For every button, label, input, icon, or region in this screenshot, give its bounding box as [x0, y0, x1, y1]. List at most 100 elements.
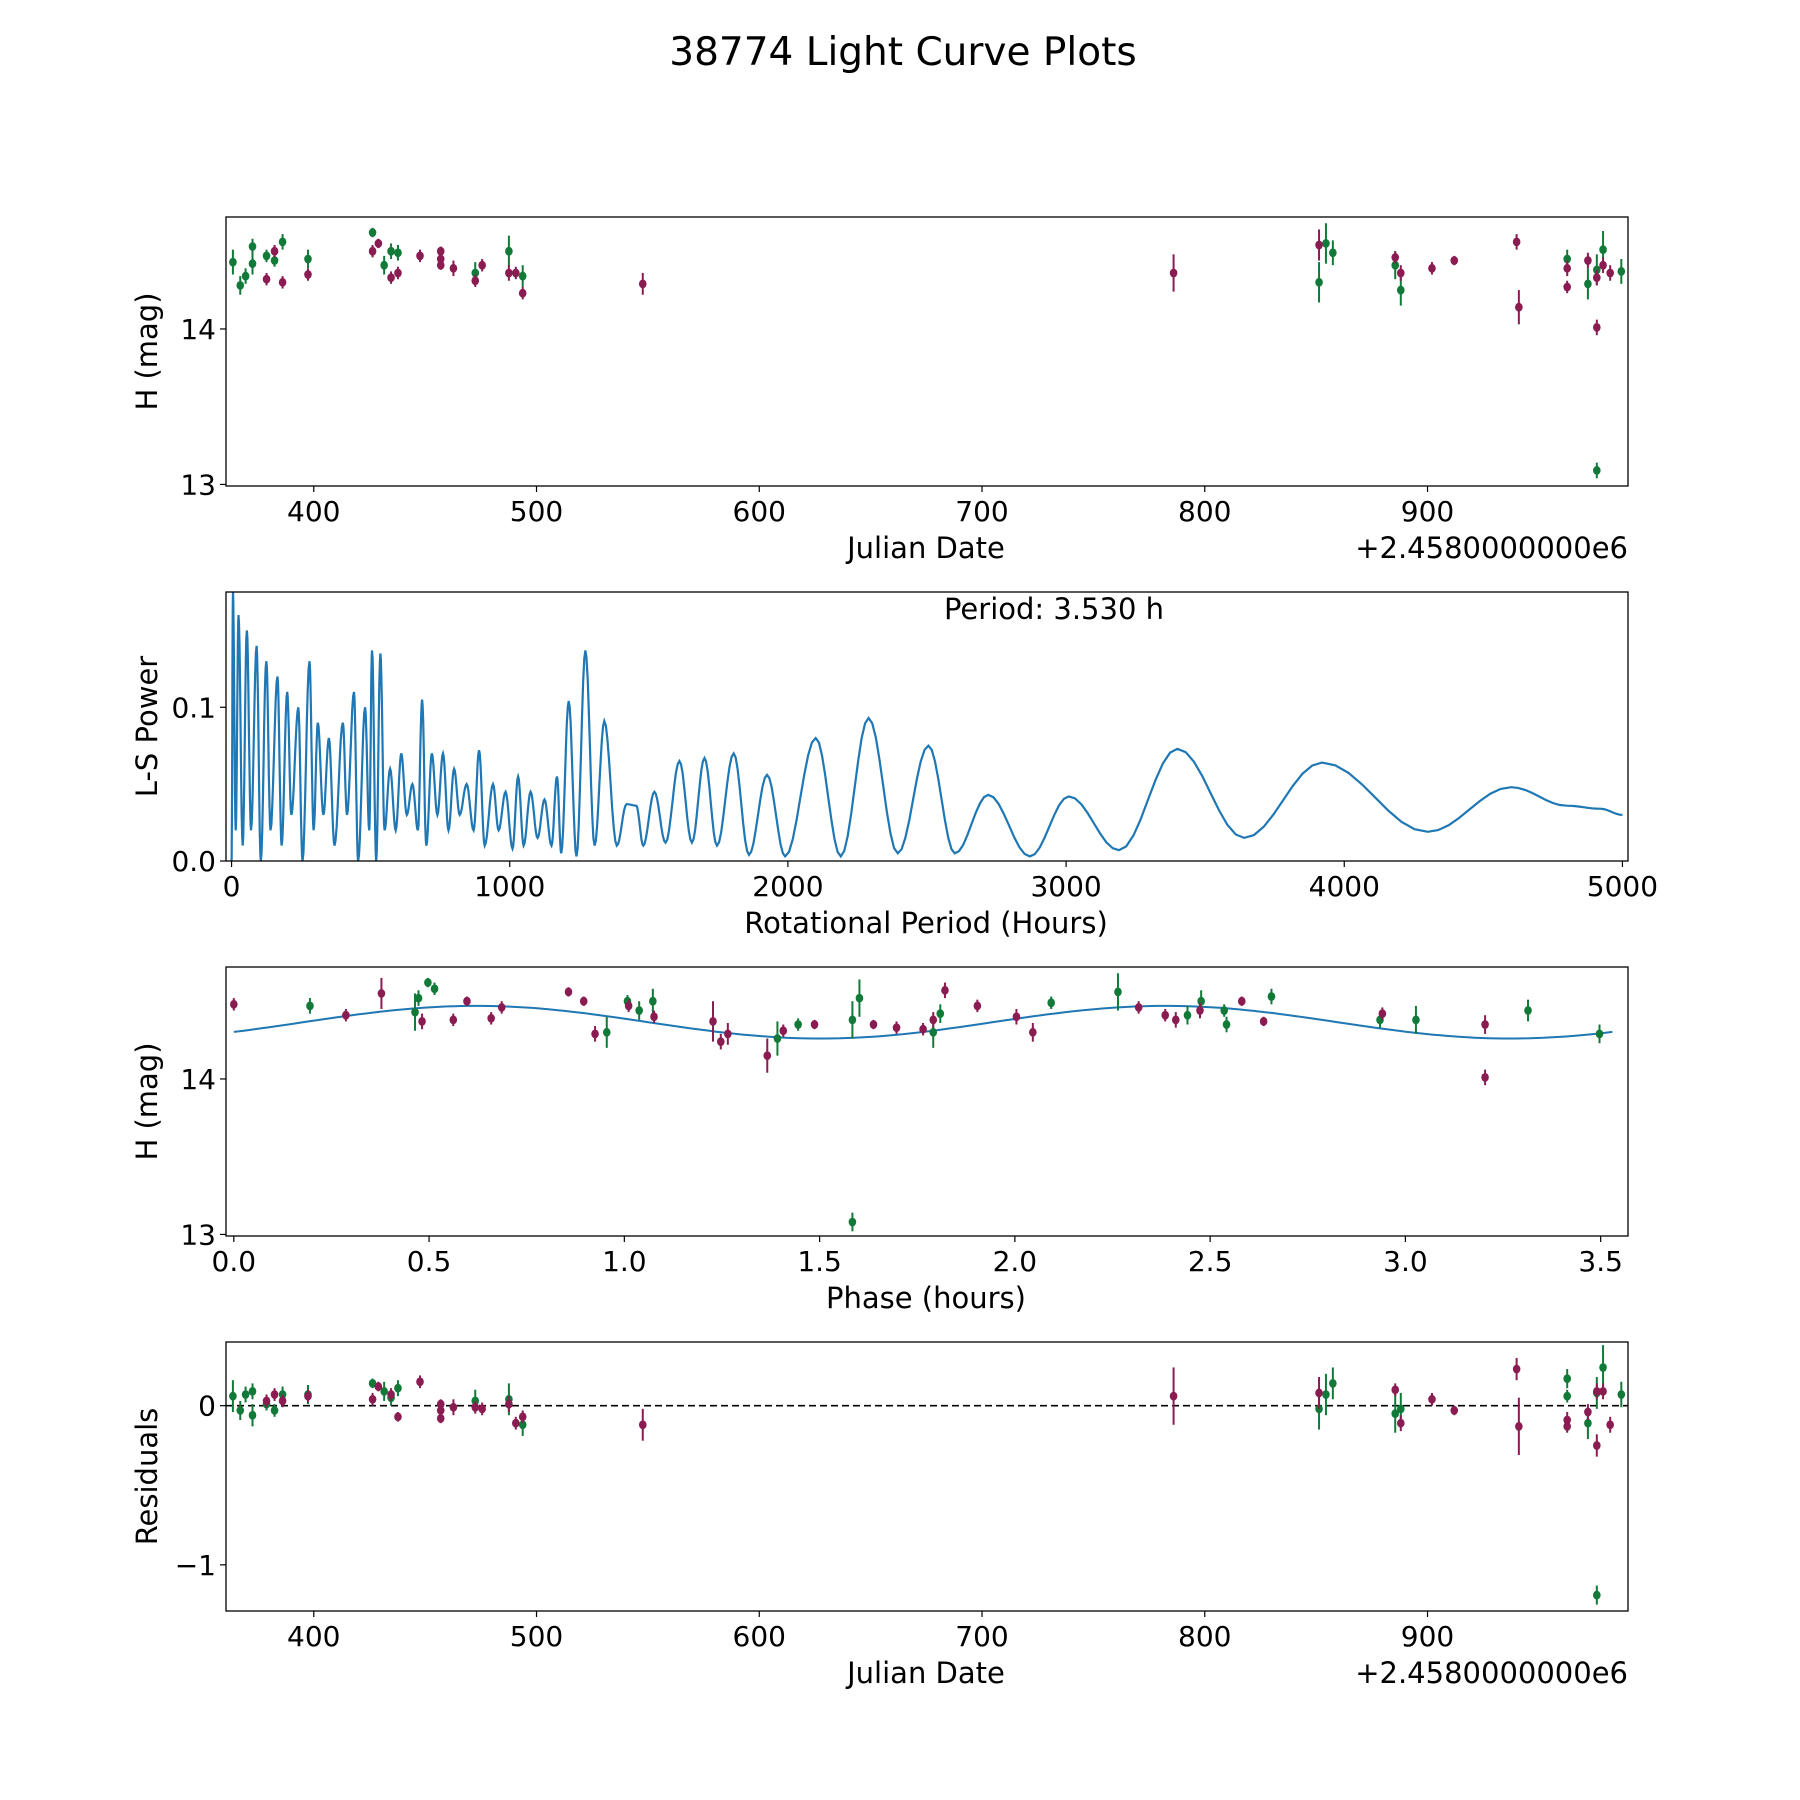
green-data-point [368, 228, 377, 237]
y-tick-label: 0 [198, 1390, 216, 1423]
axes-frame [225, 216, 1629, 487]
magenta-data-point [1606, 268, 1614, 278]
magenta-data-point [497, 1003, 506, 1012]
magenta-data-point [1428, 1394, 1436, 1404]
green-data-point [1197, 996, 1205, 1006]
magenta-data-point [270, 246, 279, 256]
magenta-data-point [1515, 1421, 1523, 1431]
x-tick-label: 700 [955, 1620, 1008, 1653]
magenta-data-point [763, 1051, 772, 1061]
magenta-data-point [449, 1015, 458, 1025]
x-tick-label: 400 [287, 1620, 340, 1653]
magenta-data-point [1593, 322, 1601, 332]
magenta-data-point [436, 260, 445, 270]
green-data-point [1220, 1006, 1228, 1015]
green-data-point [414, 993, 423, 1003]
magenta-data-point [387, 273, 395, 283]
periodogram-plot-area [230, 592, 1623, 861]
green-data-point [270, 256, 279, 265]
green-data-point [387, 246, 395, 256]
green-data-point [229, 257, 237, 267]
y-tick-label: 0.1 [171, 691, 216, 724]
magenta-data-point [1515, 302, 1523, 312]
green-data-point [248, 1410, 257, 1420]
magenta-data-point [1169, 1391, 1178, 1401]
x-tick-label: 600 [733, 1620, 786, 1653]
y-tick-label: −1 [175, 1549, 216, 1582]
magenta-data-point [512, 268, 520, 278]
magenta-data-point [368, 1394, 377, 1404]
magenta-data-point [1171, 1015, 1180, 1025]
y-axis-label: Residuals [130, 1408, 164, 1546]
green-data-point [270, 1406, 279, 1415]
magenta-data-point [1450, 256, 1459, 265]
magenta-data-point [1012, 1012, 1021, 1022]
magenta-data-point [929, 1015, 938, 1025]
x-axis-label: Julian Date [845, 531, 1005, 565]
green-data-point [518, 1420, 527, 1430]
green-data-point [1593, 1590, 1601, 1600]
magenta-data-point [1315, 1388, 1323, 1398]
magenta-data-point [1134, 1003, 1143, 1012]
green-data-point [1322, 239, 1330, 248]
magenta-data-point [650, 1012, 658, 1022]
magenta-data-point [1593, 1441, 1601, 1450]
x-tick-label: 3000 [1030, 870, 1101, 903]
green-data-point [229, 1391, 237, 1401]
y-tick-label: 14 [180, 1063, 216, 1096]
magenta-data-point [779, 1026, 788, 1036]
magenta-data-point [518, 1412, 527, 1422]
x-offset-label: +2.4580000000e6 [1355, 531, 1628, 565]
x-tick-label: 0 [223, 870, 241, 903]
green-data-point [848, 1217, 857, 1227]
x-tick-label: 4000 [1309, 870, 1380, 903]
magenta-data-point [1599, 1386, 1607, 1396]
y-tick-label: 13 [180, 468, 216, 501]
magenta-data-point [518, 288, 527, 298]
magenta-data-point [564, 987, 573, 997]
magenta-data-point [1428, 263, 1436, 273]
phased-light-curve-panel: 0.0 0.5 1.0 1.5 2.0 2.5 3.0 3.5 13 14 Phase (hours… [130, 966, 1629, 1315]
magenta-data-point [416, 251, 424, 261]
magenta-data-point [717, 1037, 725, 1047]
magenta-data-point [1584, 1407, 1592, 1417]
magenta-data-point [342, 1010, 350, 1020]
green-data-point [380, 1386, 388, 1396]
y-axis-label: H (mag) [130, 292, 164, 410]
x-tick-label: 1000 [474, 870, 545, 903]
x-tick-label: 800 [1178, 1620, 1231, 1653]
phased-light-curve-plot-area [230, 973, 1613, 1232]
magenta-data-point [919, 1024, 927, 1034]
magenta-data-point [941, 985, 949, 995]
magenta-data-point [449, 263, 458, 273]
magenta-data-point [1169, 268, 1178, 278]
magenta-data-point [638, 279, 647, 289]
magenta-data-point [304, 1391, 312, 1401]
magenta-data-point [436, 254, 445, 264]
magenta-data-point [869, 1020, 878, 1029]
periodogram-panel: Period: 3.530 h 0 1000 2000 3000 4000 5000 0.0 0… [130, 591, 1658, 940]
magenta-data-point [1606, 1420, 1614, 1430]
green-data-point [411, 1007, 419, 1017]
green-data-point [1322, 1390, 1330, 1399]
green-data-point [794, 1020, 802, 1029]
x-axis-label: Rotational Period (Hours) [744, 906, 1108, 940]
magenta-data-point [1512, 237, 1521, 247]
green-data-point [1329, 1378, 1337, 1388]
magenta-data-point [1396, 268, 1405, 278]
x-tick-label: 1.0 [602, 1245, 647, 1278]
magenta-data-point [1593, 1386, 1601, 1396]
magenta-data-point [1029, 1027, 1037, 1037]
magenta-data-point [387, 1390, 395, 1399]
period-annotation: Period: 3.530 h [944, 592, 1164, 626]
magenta-data-point [810, 1020, 819, 1029]
green-data-point [1114, 987, 1122, 997]
green-data-point [773, 1034, 782, 1043]
axes-frame [225, 1341, 1629, 1612]
magenta-data-point [304, 270, 312, 279]
green-data-point [505, 246, 513, 256]
green-data-point [236, 281, 245, 290]
magenta-data-point [638, 1420, 647, 1430]
green-data-point [936, 1009, 945, 1019]
green-data-point [1396, 1404, 1405, 1414]
